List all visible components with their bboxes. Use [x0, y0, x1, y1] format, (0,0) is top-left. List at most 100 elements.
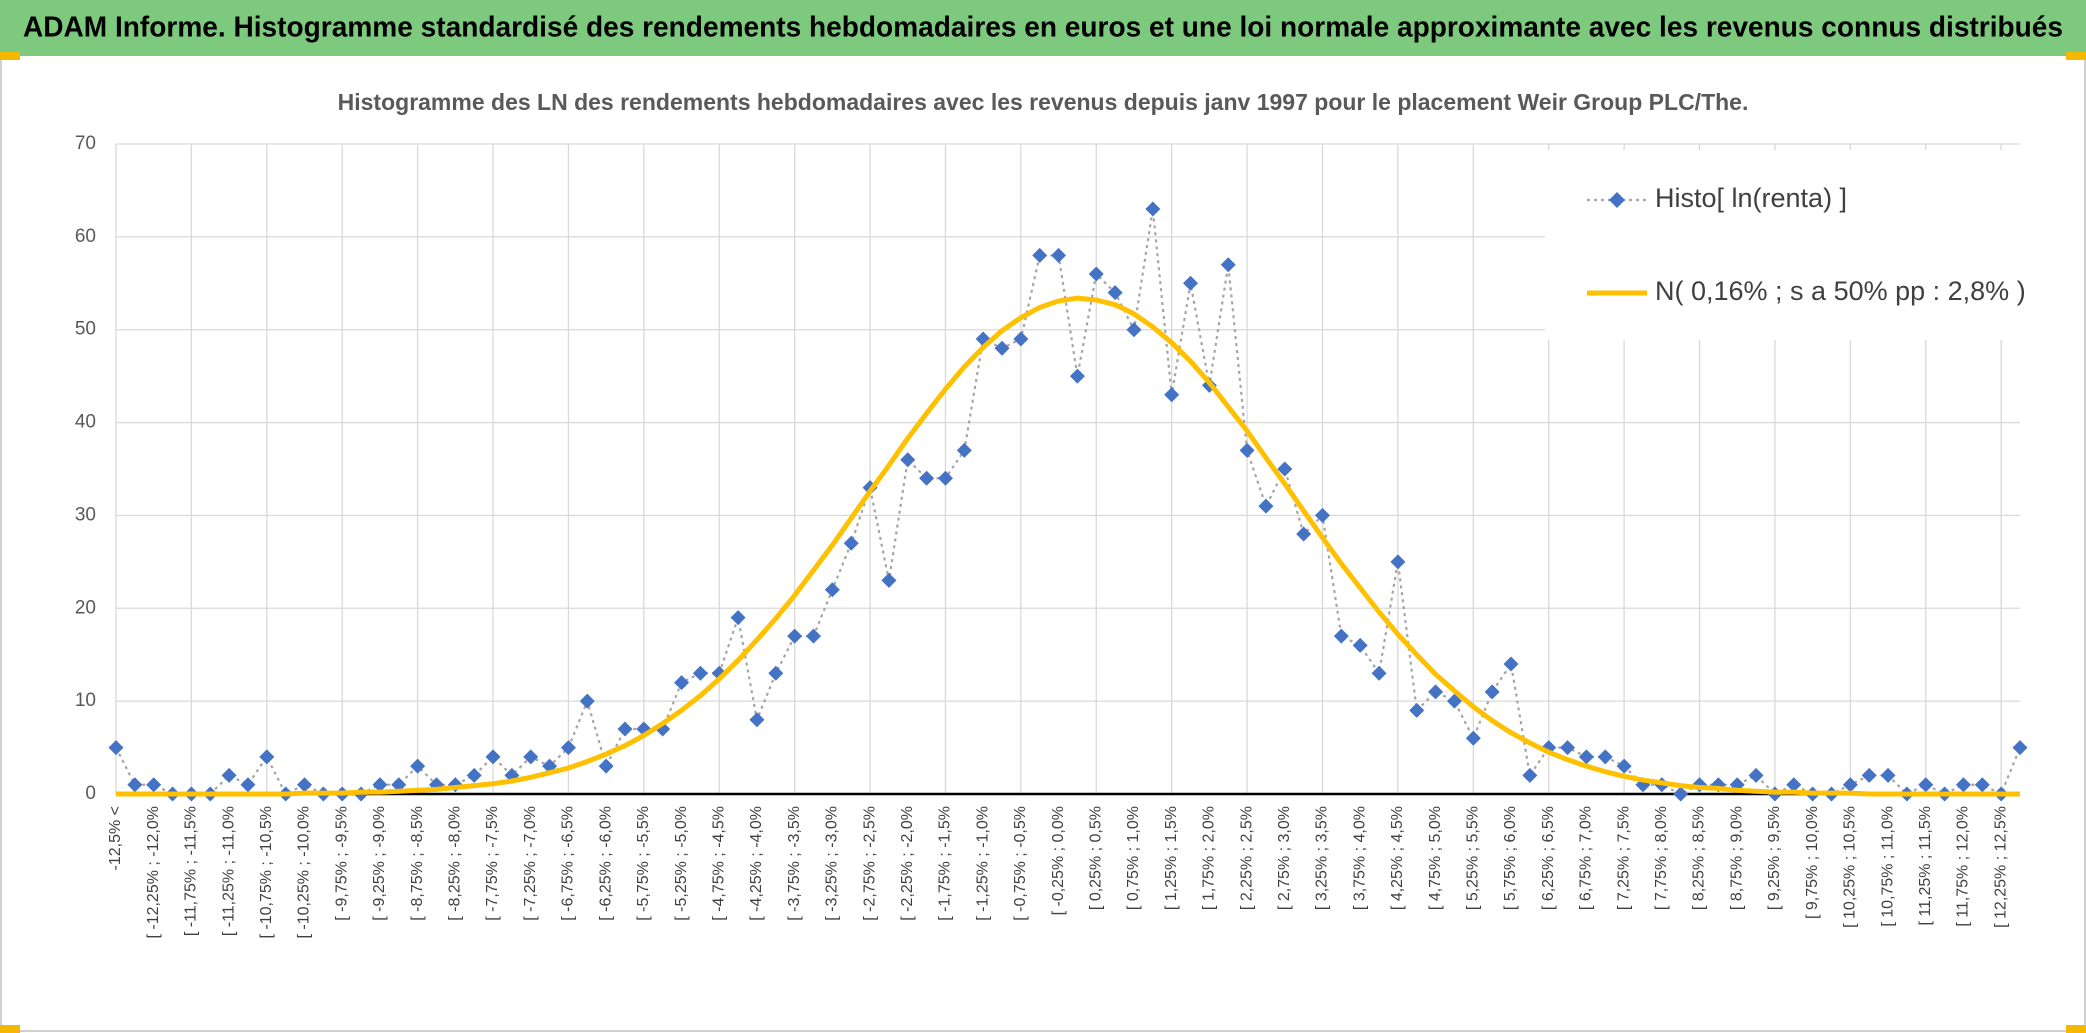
data-point — [692, 665, 708, 681]
data-point — [1673, 786, 1689, 802]
data-point — [1560, 740, 1576, 756]
data-point — [956, 442, 972, 458]
data-point — [1314, 507, 1330, 523]
data-point — [1239, 442, 1255, 458]
x-tick-label: [ -5,75% ; -5,5% — [635, 806, 652, 921]
x-tick-label: [ 11,75% ; 12,0% — [1955, 806, 1972, 927]
data-point — [1974, 777, 1990, 793]
x-tick-label: [ -6,75% ; -6,5% — [560, 806, 577, 921]
x-tick-label: [ 8,75% ; 9,0% — [1728, 806, 1745, 910]
corner — [0, 1025, 20, 1033]
x-tick-label: [ 1,75% ; 2,0% — [1201, 806, 1218, 910]
x-tick-label: [ -1,25% ; -1,0% — [974, 806, 991, 921]
x-tick-label: [ 12,25% ; 12,5% — [1992, 806, 2009, 928]
x-tick-label: [ -8,25% ; -8,0% — [447, 806, 464, 921]
x-tick-label: [ -2,25% ; -2,0% — [899, 806, 916, 921]
x-tick-label: [ 2,75% ; 3,0% — [1276, 806, 1293, 910]
data-point — [297, 777, 313, 793]
x-tick-label: [ -12,25% ; -12,0% — [145, 806, 162, 939]
data-point — [221, 767, 237, 783]
x-tick-label: [ 3,75% ; 4,0% — [1351, 806, 1368, 910]
x-tick-label: [ 7,25% ; 7,5% — [1615, 806, 1632, 910]
x-tick-label: [ 11,25% ; 11,5% — [1917, 806, 1934, 925]
page-title: ADAM Informe. Histogramme standardisé de… — [23, 12, 2063, 44]
x-tick-label: [ -7,25% ; -7,0% — [522, 806, 539, 921]
data-point — [410, 758, 426, 774]
data-point — [843, 535, 859, 551]
data-point — [127, 777, 143, 793]
data-point — [391, 777, 407, 793]
legend-label: Histo[ ln(renta) ] — [1655, 183, 1847, 213]
x-tick-label: [ 8,25% ; 8,5% — [1691, 806, 1708, 910]
data-point — [1352, 637, 1368, 653]
data-point — [1371, 665, 1387, 681]
x-tick-label: [ 10,25% ; 10,5% — [1842, 806, 1859, 928]
x-tick-label: [ -11,75% ; -11,5% — [183, 806, 200, 936]
data-point — [1277, 461, 1293, 477]
x-tick-label: [ -1,75% ; -1,5% — [937, 806, 954, 921]
x-tick-label: [ -10,75% ; -10,5% — [258, 806, 275, 939]
x-tick-label: [ -0,75% ; -0,5% — [1012, 806, 1029, 921]
data-point — [1069, 368, 1085, 384]
data-point — [1032, 247, 1048, 263]
x-tick-label: [ -4,25% ; -4,0% — [748, 806, 765, 921]
data-point — [1390, 554, 1406, 570]
x-tick-label: [ -10,25% ; -10,0% — [296, 806, 313, 939]
data-point — [674, 675, 690, 691]
data-point — [1258, 498, 1274, 514]
data-point — [1183, 275, 1199, 291]
x-tick-label: [ 1,25% ; 1,5% — [1163, 806, 1180, 910]
x-tick-label: [ -9,75% ; -9,5% — [333, 806, 350, 921]
corner — [0, 52, 20, 60]
data-point — [1484, 684, 1500, 700]
x-tick-label: [ -9,25% ; -9,0% — [371, 806, 388, 921]
data-point — [1446, 693, 1462, 709]
data-point — [1333, 628, 1349, 644]
x-tick-label: [ 7,75% ; 8,0% — [1653, 806, 1670, 910]
data-point — [240, 777, 256, 793]
x-tick-label: [ 9,25% ; 9,5% — [1766, 806, 1783, 910]
header-banner — [0, 0, 2086, 56]
data-point — [768, 665, 784, 681]
data-point — [1578, 749, 1594, 765]
data-point — [900, 452, 916, 468]
x-tick-label: [ -7,75% ; -7,5% — [484, 806, 501, 921]
data-point — [1861, 767, 1877, 783]
data-point — [485, 749, 501, 765]
x-tick-label: [ 6,25% ; 6,5% — [1540, 806, 1557, 910]
data-point — [1465, 730, 1481, 746]
x-tick-label: [ 5,25% ; 5,5% — [1465, 806, 1482, 910]
corner — [2066, 1025, 2086, 1033]
legend-marker — [1609, 192, 1625, 208]
legend-label: N( 0,16% ; s a 50% pp : 2,8% ) — [1655, 276, 2026, 306]
data-point — [259, 749, 275, 765]
data-point — [1880, 767, 1896, 783]
data-point — [787, 628, 803, 644]
data-point — [1051, 247, 1067, 263]
data-point — [579, 693, 595, 709]
data-point — [1616, 758, 1632, 774]
data-point — [1220, 257, 1236, 273]
data-point — [749, 712, 765, 728]
data-point — [1088, 266, 1104, 282]
data-point — [372, 777, 388, 793]
data-point — [1296, 526, 1312, 542]
y-tick-label: 60 — [75, 226, 96, 247]
data-point — [598, 758, 614, 774]
data-point — [1522, 767, 1538, 783]
x-tick-label: [ 6,75% ; 7,0% — [1578, 806, 1595, 910]
data-point — [1842, 777, 1858, 793]
data-point — [1918, 777, 1934, 793]
chart-title: Histogramme des LN des rendements hebdom… — [338, 89, 1749, 115]
data-point — [730, 610, 746, 626]
x-tick-label: [ -4,75% ; -4,5% — [710, 806, 727, 921]
x-tick-label: [ 0,75% ; 1,0% — [1125, 806, 1142, 910]
y-tick-label: 10 — [75, 690, 96, 711]
data-point — [1503, 656, 1519, 672]
legend-box — [1545, 150, 2020, 340]
data-point — [1786, 777, 1802, 793]
x-tick-label: [ 4,75% ; 5,0% — [1427, 806, 1444, 910]
data-point — [560, 740, 576, 756]
